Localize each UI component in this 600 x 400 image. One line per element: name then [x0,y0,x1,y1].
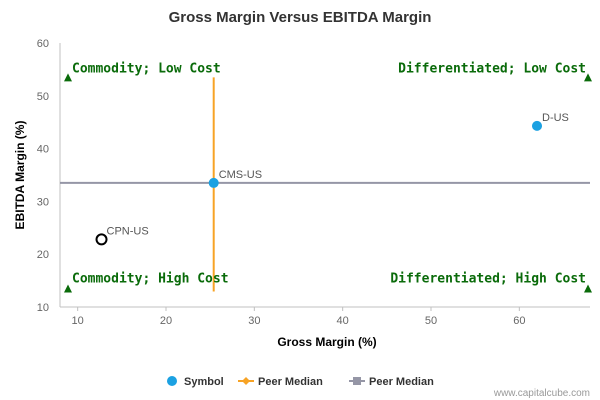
x-axis-title: Gross Margin (%) [277,335,376,349]
data-point-d-us [532,120,542,131]
quadrant-marker-top-left [64,73,72,82]
data-label-cms-us: CMS-US [219,169,262,181]
x-tick-label: 50 [425,315,437,327]
x-tick-label: 30 [248,315,260,327]
quadrant-marker-bottom-left [64,284,72,293]
legend-marker-peer-median-vertical [242,377,250,385]
x-tick-label: 40 [337,315,349,327]
x-tick-label: 60 [513,315,525,327]
y-axis-title: EBITDA Margin (%) [13,121,27,230]
x-tick-label: 20 [160,315,172,327]
data-label-d-us: D-US [542,112,569,124]
quadrant-marker-top-right [584,73,592,82]
data-label-cpn-us: CPN-US [107,225,149,237]
quadrant-marker-bottom-right [584,284,592,293]
y-tick-label: 20 [37,249,49,261]
credit-text: www.capitalcube.com [493,388,590,399]
y-tick-label: 40 [37,144,49,156]
legend-label-2: Peer Median [258,376,323,388]
x-tick-label: 10 [72,315,84,327]
legend-label-3: Peer Median [369,376,434,388]
chart-title: Gross Margin Versus EBITDA Margin [169,9,432,26]
legend-marker-symbol [167,376,177,386]
data-point-cpn-us [95,233,108,246]
quadrant-label-bottom-right: Differentiated; High Cost [390,272,586,287]
quadrant-label-top-left: Commodity; Low Cost [72,61,221,76]
quadrant-label-top-right: Differentiated; Low Cost [398,61,586,76]
y-tick-label: 30 [37,196,49,208]
y-tick-label: 10 [37,302,49,314]
quadrant-label-bottom-left: Commodity; High Cost [72,272,229,287]
y-tick-label: 50 [37,91,49,103]
data-point-cms-us [208,177,219,188]
legend-marker-peer-median-horizontal [353,377,361,385]
legend-label-1: Symbol [184,376,224,388]
y-tick-label: 60 [37,38,49,50]
